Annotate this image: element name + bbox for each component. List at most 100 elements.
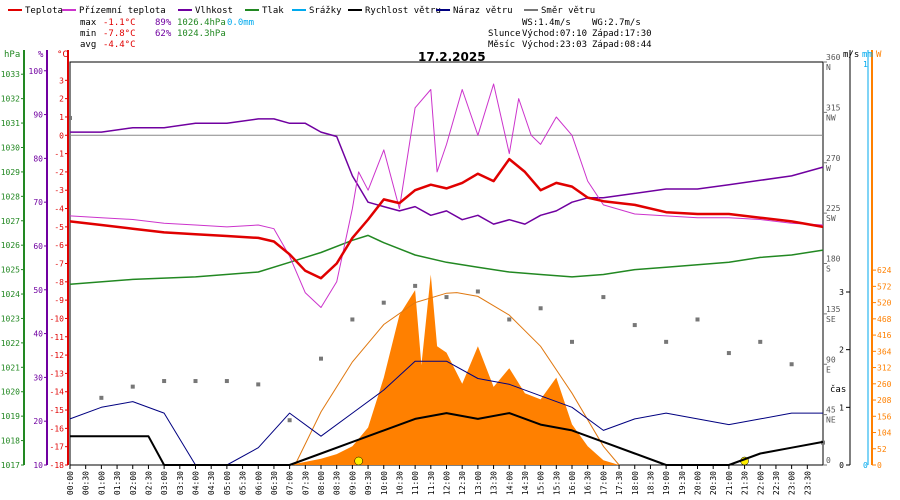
solar-label: 0 <box>877 461 882 470</box>
temperature-axis-label: -4 <box>54 205 64 214</box>
wind-direction-point <box>570 339 574 344</box>
time-label: 23:00 <box>788 471 797 495</box>
legend-item: Tlak <box>245 6 284 16</box>
wind-dir-compass: S <box>826 265 831 274</box>
wind-direction-point <box>287 418 292 423</box>
pressure-axis-label: 1024 <box>1 290 20 299</box>
solar-radiation-area <box>289 274 620 465</box>
time-label: 18:30 <box>646 471 655 495</box>
humidity-axis-label: 70 <box>33 198 43 207</box>
wind-dir-compass: NW <box>826 113 836 122</box>
time-label: 15:00 <box>537 471 546 495</box>
solar-label: 312 <box>877 364 892 373</box>
time-label: 16:00 <box>568 471 577 495</box>
time-label: 07:30 <box>301 471 310 495</box>
solar-area-layer <box>289 274 749 466</box>
time-label: 12:00 <box>443 471 452 495</box>
legend-label: Přízemní teplota <box>79 6 166 16</box>
time-label: 19:00 <box>662 471 671 495</box>
solar-label: 572 <box>877 282 892 291</box>
time-label: 03:30 <box>176 471 185 495</box>
time-label: 06:00 <box>254 471 263 495</box>
time-label: 02:30 <box>144 471 153 495</box>
wind-direction-point <box>68 115 72 120</box>
legend-item: Teplota <box>8 6 63 16</box>
time-label: 16:30 <box>584 471 593 495</box>
time-label: 10:30 <box>395 471 404 495</box>
unit-w: W <box>876 50 882 60</box>
ground-temperature-line <box>69 83 824 308</box>
wind-direction-point <box>224 379 229 384</box>
legend-label: Rychlost větru <box>365 6 441 16</box>
time-label: 20:00 <box>694 471 703 495</box>
temperature-axis-label: -11 <box>50 333 65 342</box>
solar-label: 104 <box>877 429 892 438</box>
wind-dir-value: 225 <box>826 204 841 213</box>
time-label: 22:00 <box>756 471 765 495</box>
temperature-axis-label: -12 <box>50 351 65 360</box>
wind-direction-point <box>413 283 418 288</box>
wind-dir-value: 135 <box>826 305 841 314</box>
pressure-axis-label: 1022 <box>1 339 20 348</box>
sun-rise: Východ:07:10 <box>522 29 587 39</box>
temperature-axis-label: -6 <box>54 241 64 250</box>
moon-set: Západ:08:44 <box>592 40 652 50</box>
wind-direction-point <box>350 317 355 322</box>
unit-pct: % <box>38 50 44 60</box>
time-label: 02:00 <box>129 471 138 495</box>
solar-label: 260 <box>877 380 892 389</box>
time-label: 23:30 <box>803 471 812 495</box>
wind-direction-point <box>695 317 700 322</box>
temperature-axis-label: -9 <box>54 296 64 305</box>
stats-avg-temp: -4.4°C <box>103 40 136 50</box>
wind-direction-point <box>475 289 480 294</box>
time-label: 11:00 <box>411 471 420 495</box>
temperature-axis-label: -10 <box>50 314 65 323</box>
temperature-axis-label: -2 <box>54 168 64 177</box>
axes: 1017101810191020102110221023102410251026… <box>1 50 892 495</box>
time-label: 00:30 <box>82 471 91 495</box>
humidity-axis-label: 50 <box>33 286 43 295</box>
time-label: 13:30 <box>490 471 499 495</box>
wind-direction-point <box>444 295 449 300</box>
time-label: 08:00 <box>317 471 326 495</box>
temperature-axis-label: 2 <box>59 95 64 104</box>
pressure-axis-label: 1017 <box>1 461 20 470</box>
wind-direction-point <box>789 362 794 367</box>
wind-direction-point <box>664 339 669 344</box>
wind-dir-value: 180 <box>826 255 841 264</box>
wind-avg: WS:1.4m/s <box>522 18 571 28</box>
stats-min-temp: -7.8°C <box>103 29 136 39</box>
wind-direction-point <box>758 339 763 344</box>
wind-direction-point <box>601 295 606 300</box>
pressure-axis-label: 1020 <box>1 388 20 397</box>
pressure-axis-label: 1021 <box>1 363 20 372</box>
solar-label: 208 <box>877 396 892 405</box>
unit-mm: mm <box>862 50 873 60</box>
pressure-axis-label: 1033 <box>1 70 20 79</box>
solar-label: 520 <box>877 299 892 308</box>
rain-axis-label: 0 <box>863 461 868 470</box>
temperature-axis-label: 3 <box>59 76 64 85</box>
humidity-axis-label: 20 <box>33 417 43 426</box>
moon-rise: Východ:23:03 <box>522 40 587 50</box>
wind-direction-point <box>256 382 261 387</box>
wind-direction-point <box>193 379 198 384</box>
series-lines <box>68 83 825 466</box>
stats-min-pres: 1024.3hPa <box>177 29 226 39</box>
wind-dir-value: 270 <box>826 154 841 163</box>
theoretical-radiation-line <box>294 292 620 466</box>
wind-direction-point <box>162 379 167 384</box>
time-label: 03:00 <box>160 471 169 495</box>
pressure-axis-label: 1031 <box>1 119 20 128</box>
humidity-axis-label: 40 <box>33 330 43 339</box>
temperature-axis-label: -17 <box>50 443 65 452</box>
wind-dir-value: 315 <box>826 103 841 112</box>
time-label: 00:00 <box>66 471 75 495</box>
temperature-line <box>69 157 824 280</box>
time-label: 15:30 <box>552 471 561 495</box>
legend-label: Teplota <box>25 6 63 16</box>
temperature-axis-label: -18 <box>50 461 65 470</box>
time-label: 14:30 <box>521 471 530 495</box>
